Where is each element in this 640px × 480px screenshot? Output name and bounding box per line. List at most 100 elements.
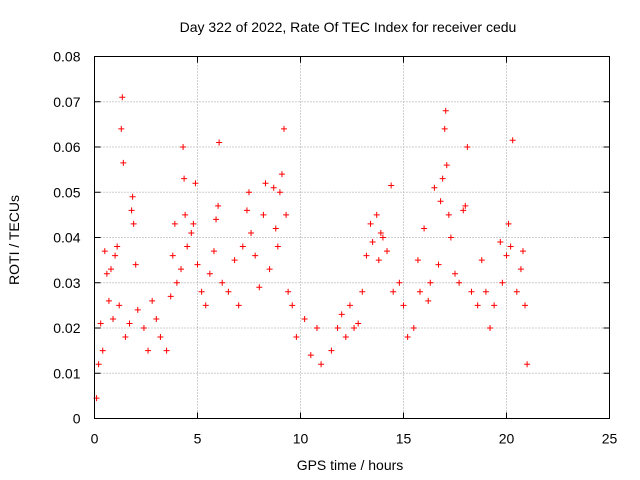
tick-labels: 0 5 10 15 20 25 0 0.01 0.02 0.03 0.04 0.05 0.06 0.07 0… (53, 49, 617, 447)
data-point (169, 252, 176, 259)
x-tick-label: 0 (91, 431, 99, 447)
data-point (99, 347, 106, 354)
data-point (266, 266, 273, 273)
data-point (456, 279, 463, 286)
data-point (334, 325, 341, 331)
data-point (460, 207, 467, 214)
data-point (219, 279, 226, 286)
data-point (289, 302, 296, 309)
data-point (301, 315, 308, 322)
data-point (119, 94, 126, 101)
x-tick-label: 10 (293, 431, 309, 447)
data-point (441, 125, 448, 132)
data-point (157, 334, 164, 341)
data-point (507, 243, 514, 250)
data-point (447, 234, 454, 241)
data-point (351, 325, 358, 331)
data-point (116, 302, 123, 309)
x-tick-label: 25 (602, 431, 618, 447)
data-point (375, 257, 382, 264)
data-point (503, 252, 510, 259)
data-point (478, 257, 485, 264)
y-axis-label: ROTI / TECUs (6, 195, 22, 285)
y-tick-label: 0.01 (53, 365, 80, 381)
data-point (256, 284, 263, 291)
data-point (110, 315, 117, 322)
data-point (318, 361, 325, 368)
data-point (474, 302, 481, 309)
data-point (369, 239, 376, 246)
data-point (499, 279, 506, 286)
data-point (524, 361, 531, 368)
data-point (425, 297, 432, 304)
data-point (404, 334, 411, 341)
data-point (435, 261, 442, 268)
data-point (243, 207, 250, 214)
y-tick-label: 0.08 (53, 49, 80, 65)
data-point (95, 361, 102, 368)
data-point (293, 334, 300, 341)
data-point (313, 325, 320, 331)
chart-title: Day 322 of 2022, Rate Of TEC Index for r… (180, 19, 517, 35)
y-tick-label: 0.04 (53, 230, 80, 246)
data-point (439, 175, 446, 182)
data-point (145, 347, 152, 354)
data-point (105, 297, 112, 304)
data-point (276, 189, 283, 196)
data-point (442, 107, 449, 114)
data-point (410, 325, 417, 331)
data-point (414, 257, 421, 264)
y-tick-label: 0.06 (53, 139, 80, 155)
data-point (188, 229, 195, 236)
data-point (112, 252, 119, 259)
y-tick-label: 0 (73, 411, 81, 427)
data-point (363, 252, 370, 259)
data-point (231, 257, 238, 264)
data-point (239, 243, 246, 250)
data-point (491, 302, 498, 309)
data-point (377, 229, 384, 236)
y-tick-label: 0.05 (53, 184, 80, 200)
data-point (270, 184, 277, 191)
data-point (522, 302, 529, 309)
data-point (101, 248, 108, 255)
data-point (171, 220, 178, 227)
data-point (285, 288, 292, 295)
data-point (497, 239, 504, 246)
data-point (328, 347, 335, 354)
data-point (248, 229, 255, 236)
data-point (396, 279, 403, 286)
data-point (140, 325, 147, 331)
x-tick-label: 5 (194, 431, 202, 447)
data-point (509, 137, 516, 144)
y-tick-label: 0.02 (53, 320, 80, 336)
data-point (400, 302, 407, 309)
data-point (252, 252, 259, 259)
data-point (452, 270, 458, 277)
x-tick-label: 20 (499, 431, 515, 447)
data-point (278, 171, 285, 178)
data-point (487, 325, 494, 331)
data-point (184, 243, 191, 250)
data-point (134, 306, 141, 313)
data-point (180, 144, 187, 150)
data-point (118, 125, 125, 132)
data-point (149, 297, 156, 304)
data-point (190, 220, 197, 227)
axis-ticks (94, 56, 610, 419)
data-point (346, 302, 353, 309)
data-point (202, 302, 209, 309)
data-point (274, 243, 281, 250)
data-point (130, 220, 137, 227)
data-point (128, 207, 135, 214)
data-point (355, 320, 362, 327)
data-point (235, 302, 242, 309)
data-point (307, 352, 314, 359)
data-point (103, 270, 110, 277)
data-point (379, 234, 386, 241)
data-point (427, 279, 434, 286)
data-point (246, 189, 252, 196)
data-point (519, 248, 526, 255)
data-point (153, 315, 160, 322)
